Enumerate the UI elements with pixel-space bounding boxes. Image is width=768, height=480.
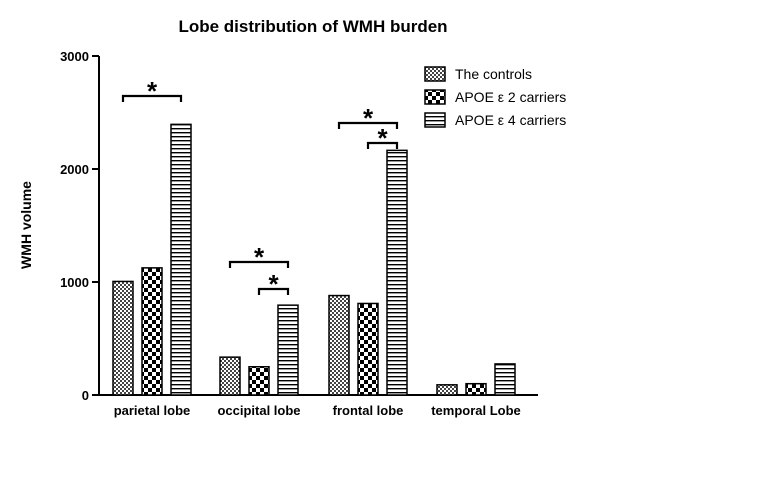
legend-label: APOE ε 4 carriers bbox=[455, 112, 566, 128]
bar bbox=[219, 356, 241, 396]
x-tick-label: temporal Lobe bbox=[431, 403, 521, 418]
significance-star: * bbox=[147, 76, 158, 106]
bar bbox=[357, 302, 379, 396]
chart-title: Lobe distribution of WMH burden bbox=[178, 17, 447, 36]
bar bbox=[112, 280, 134, 396]
bar bbox=[141, 267, 163, 396]
significance-bracket bbox=[337, 121, 399, 129]
significance-star: * bbox=[363, 103, 374, 133]
axes: 0 1000 2000 3000 parietal lobe occipital lobe… bbox=[60, 49, 538, 418]
y-tick-label: 2000 bbox=[60, 162, 89, 177]
legend-label: The controls bbox=[455, 66, 532, 82]
y-tick-label: 0 bbox=[82, 388, 89, 403]
significance-star: * bbox=[268, 269, 279, 299]
legend: The controls APOE ε 2 carriers APOE ε 4 ca… bbox=[424, 66, 566, 128]
legend-swatch bbox=[424, 66, 446, 82]
y-tick-label: 3000 bbox=[60, 49, 89, 64]
bar bbox=[494, 363, 516, 396]
x-tick-label: occipital lobe bbox=[217, 403, 300, 418]
bar bbox=[248, 366, 270, 396]
bar bbox=[328, 294, 350, 396]
significance-brackets: ***** bbox=[121, 76, 399, 299]
significance-bracket bbox=[228, 260, 290, 268]
bar bbox=[386, 149, 408, 396]
bar bbox=[277, 304, 299, 396]
significance-bracket bbox=[366, 141, 399, 149]
legend-label: APOE ε 2 carriers bbox=[455, 89, 566, 105]
y-tick-label: 1000 bbox=[60, 275, 89, 290]
x-tick-label: parietal lobe bbox=[114, 403, 191, 418]
bar bbox=[170, 123, 192, 396]
significance-bracket bbox=[257, 287, 290, 295]
significance-bracket bbox=[121, 94, 183, 102]
legend-swatch bbox=[424, 112, 446, 128]
x-tick-label: frontal lobe bbox=[333, 403, 404, 418]
y-axis-label: WMH volume bbox=[18, 181, 34, 269]
significance-star: * bbox=[254, 242, 265, 272]
significance-star: * bbox=[377, 123, 388, 153]
bar bbox=[465, 382, 487, 396]
bar bbox=[436, 384, 458, 396]
legend-swatch bbox=[424, 89, 446, 105]
bars bbox=[112, 123, 516, 396]
